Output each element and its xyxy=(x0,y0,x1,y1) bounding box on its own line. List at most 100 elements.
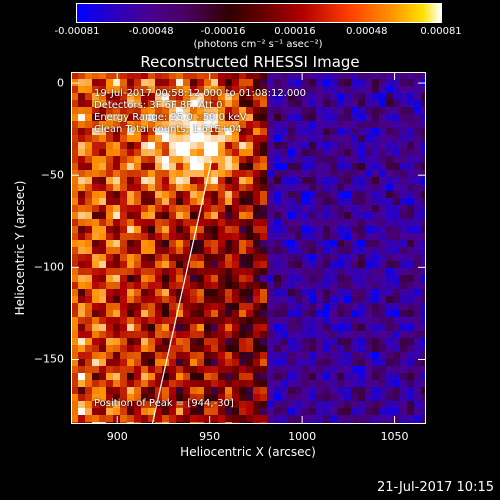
heatmap-cell xyxy=(414,205,422,213)
heatmap-cell xyxy=(225,212,233,220)
heatmap-cell xyxy=(197,261,205,269)
heatmap-cell xyxy=(218,415,226,423)
heatmap-cell xyxy=(267,310,275,318)
heatmap-cell xyxy=(120,373,128,381)
heatmap-cell xyxy=(351,191,359,199)
heatmap-cell xyxy=(239,261,247,269)
heatmap-cell xyxy=(127,275,135,283)
heatmap-cell xyxy=(225,149,233,157)
heatmap-cell xyxy=(365,191,373,199)
heatmap-cell xyxy=(120,149,128,157)
heatmap-cell xyxy=(253,184,261,192)
heatmap-cell xyxy=(113,303,121,311)
heatmap-cell xyxy=(372,86,380,94)
heatmap-cell xyxy=(232,205,240,213)
heatmap-cell xyxy=(358,345,366,353)
heatmap-cell xyxy=(337,205,345,213)
heatmap-cell xyxy=(330,72,338,80)
heatmap-cell xyxy=(260,240,268,248)
heatmap-cell xyxy=(414,303,422,311)
heatmap-cell xyxy=(414,338,422,346)
heatmap-cell xyxy=(302,331,310,339)
heatmap-cell xyxy=(414,226,422,234)
heatmap-cell xyxy=(141,121,149,129)
heatmap-cell xyxy=(113,86,121,94)
heatmap-cell xyxy=(316,247,324,255)
heatmap-cell xyxy=(204,282,212,290)
heatmap-cell xyxy=(260,380,268,388)
heatmap-cell xyxy=(407,408,415,416)
heatmap-cell xyxy=(260,415,268,423)
heatmap-cell xyxy=(71,233,79,241)
heatmap-cell xyxy=(288,408,296,416)
heatmap-cell xyxy=(386,86,394,94)
heatmap-cell xyxy=(99,142,107,150)
heatmap-cell xyxy=(386,401,394,409)
heatmap-cell xyxy=(253,261,261,269)
heatmap-cell xyxy=(218,324,226,332)
heatmap-cell xyxy=(281,233,289,241)
heatmap-cell xyxy=(344,261,352,269)
heatmap-cell xyxy=(225,114,233,122)
heatmap-cell xyxy=(183,408,191,416)
heatmap-cell xyxy=(267,268,275,276)
heatmap-cell xyxy=(225,352,233,360)
heatmap-cell xyxy=(106,387,114,395)
heatmap-cell xyxy=(120,331,128,339)
heatmap-cell xyxy=(288,373,296,381)
heatmap-cell xyxy=(169,205,177,213)
heatmap-cell xyxy=(106,114,114,122)
heatmap-cell xyxy=(120,275,128,283)
heatmap-cell xyxy=(351,233,359,241)
heatmap-cell xyxy=(421,163,426,171)
heatmap-cell xyxy=(134,177,142,185)
heatmap-cell xyxy=(344,401,352,409)
heatmap-cell xyxy=(141,79,149,87)
heatmap-cell xyxy=(365,184,373,192)
heatmap-cell xyxy=(421,345,426,353)
heatmap-cell xyxy=(400,198,408,206)
heatmap-cell xyxy=(358,93,366,101)
heatmap-cell xyxy=(253,128,261,136)
heatmap-cell xyxy=(386,338,394,346)
heatmap-cell xyxy=(421,121,426,129)
heatmap-cell xyxy=(106,135,114,143)
heatmap-cell xyxy=(99,170,107,178)
heatmap-cell xyxy=(295,401,303,409)
heatmap-cell xyxy=(330,380,338,388)
heatmap-cell xyxy=(85,79,93,87)
heatmap-cell xyxy=(211,79,219,87)
heatmap-cell xyxy=(414,114,422,122)
heatmap-cell xyxy=(295,114,303,122)
heatmap-cell xyxy=(127,394,135,402)
heatmap-cell xyxy=(414,415,422,423)
heatmap-cell xyxy=(246,296,254,304)
heatmap-cell xyxy=(85,380,93,388)
heatmap-cell xyxy=(288,128,296,136)
heatmap-cell xyxy=(288,310,296,318)
heatmap-cell xyxy=(71,359,79,367)
heatmap-cell xyxy=(309,226,317,234)
heatmap-cell xyxy=(120,198,128,206)
heatmap-cell xyxy=(260,268,268,276)
heatmap-cell xyxy=(260,156,268,164)
heatmap-cell xyxy=(351,163,359,171)
heatmap-cell xyxy=(400,317,408,325)
heatmap-cell xyxy=(148,401,156,409)
heatmap-cell xyxy=(71,310,79,318)
heatmap-cell xyxy=(155,310,163,318)
heatmap-cell xyxy=(134,79,142,87)
heatmap-cell xyxy=(120,359,128,367)
heatmap-cell xyxy=(372,205,380,213)
heatmap-cell xyxy=(211,205,219,213)
heatmap-cell xyxy=(316,177,324,185)
heatmap-cell xyxy=(134,107,142,115)
heatmap-cell xyxy=(365,415,373,423)
heatmap-cell xyxy=(204,233,212,241)
heatmap-cell xyxy=(92,380,100,388)
heatmap-cell xyxy=(211,338,219,346)
heatmap-cell xyxy=(379,303,387,311)
heatmap-cell xyxy=(316,142,324,150)
heatmap-cell xyxy=(260,107,268,115)
heatmap-cell xyxy=(330,373,338,381)
